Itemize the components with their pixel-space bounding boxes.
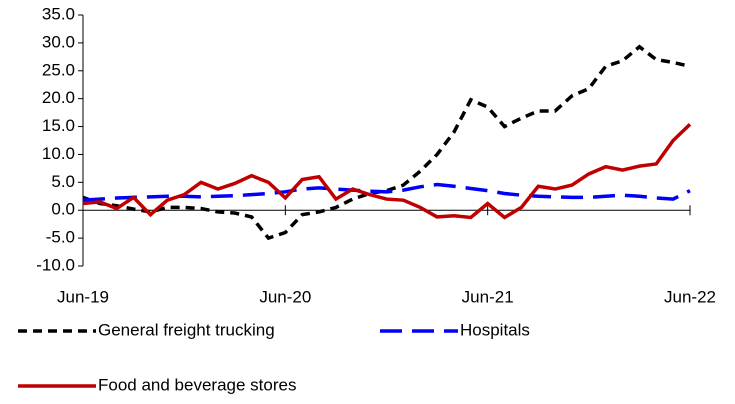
x-tick-label: Jun-20 [259, 287, 311, 306]
legend-label: Food and beverage stores [98, 375, 296, 394]
y-tick-label: 35.0 [42, 4, 75, 23]
y-tick-label: 25.0 [42, 60, 75, 79]
y-tick-label: -5.0 [46, 228, 75, 247]
y-tick-label: 20.0 [42, 88, 75, 107]
x-tick-label: Jun-21 [462, 287, 514, 306]
x-tick-label: Jun-19 [57, 287, 109, 306]
series-line [82, 123, 692, 220]
legend-label: Hospitals [460, 320, 530, 339]
y-tick-label: 10.0 [42, 144, 75, 163]
x-tick-label: Jun-22 [664, 287, 716, 306]
y-tick-label: 15.0 [42, 116, 75, 135]
series-line [82, 44, 691, 241]
legend-label: General freight trucking [98, 320, 275, 339]
y-tick-label: -10.0 [36, 255, 75, 274]
y-tick-label: 5.0 [51, 172, 75, 191]
y-tick-label: 0.0 [51, 200, 75, 219]
y-tick-label: 30.0 [42, 32, 75, 51]
